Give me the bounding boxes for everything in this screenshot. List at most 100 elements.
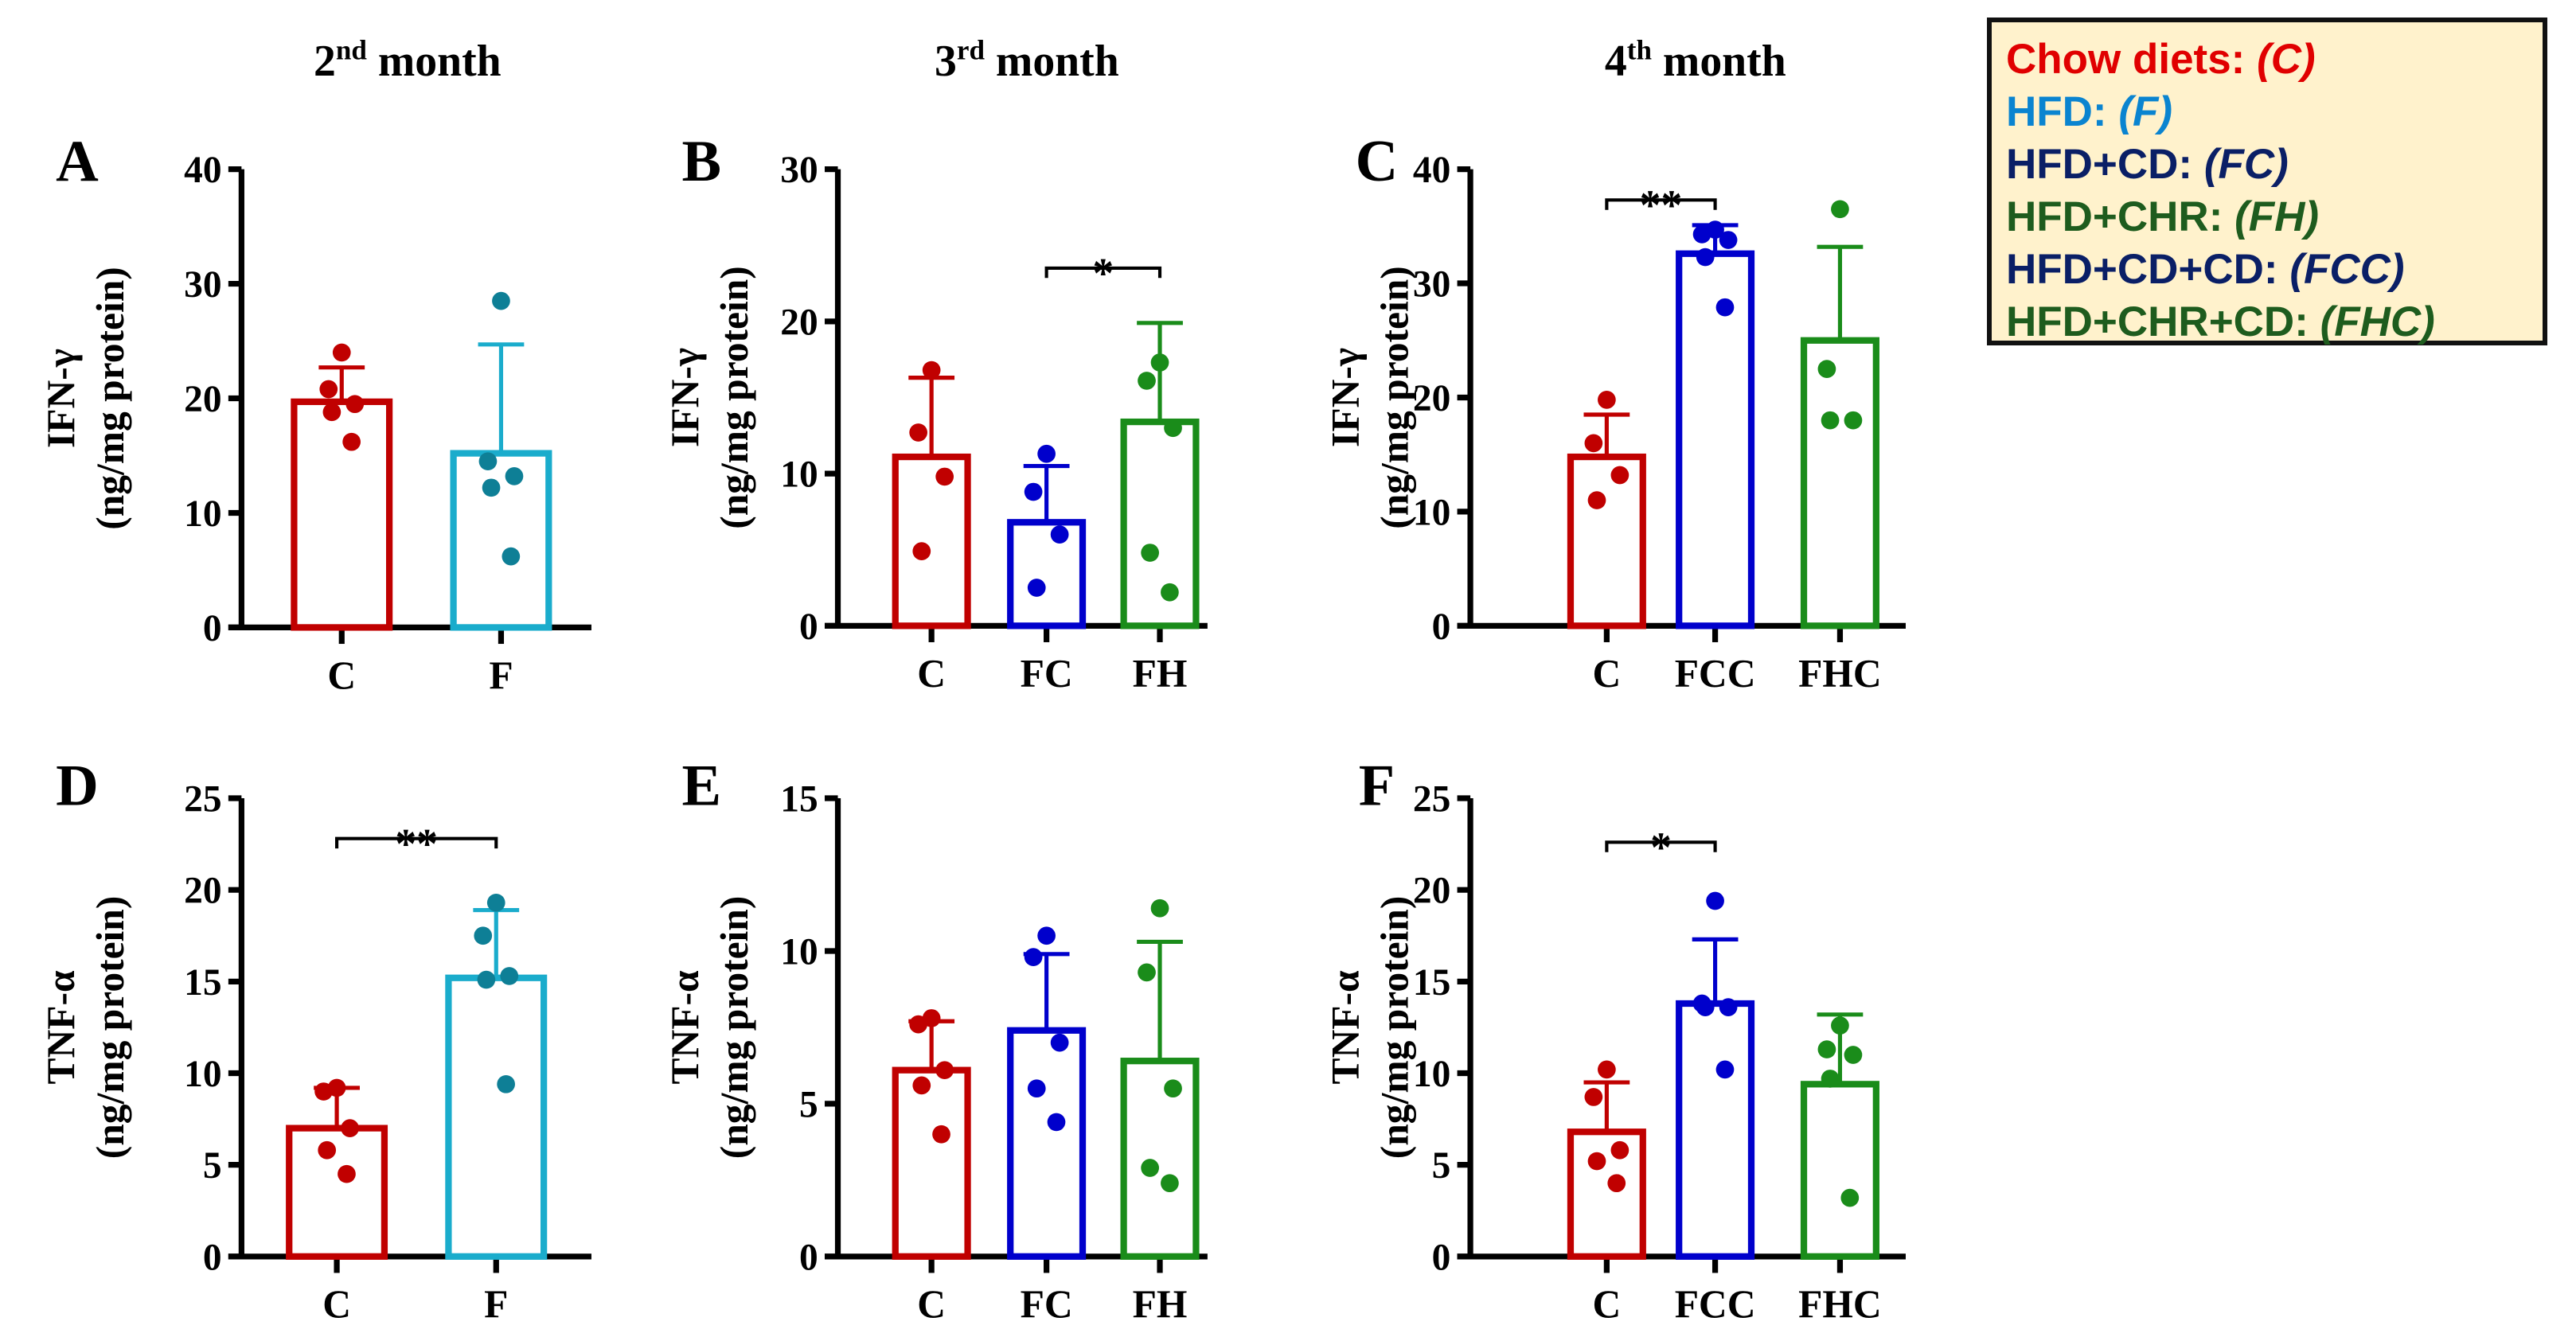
- data-point: [342, 432, 361, 451]
- y-tick-label: 20: [780, 302, 818, 343]
- data-point: [474, 926, 493, 945]
- significance-bracket: [1605, 840, 1717, 852]
- legend-item-c: Chow diets: (C): [2006, 36, 2316, 83]
- data-point: [1831, 200, 1849, 219]
- data-point: [1027, 1079, 1046, 1098]
- y-tick-label: 5: [1432, 1145, 1451, 1187]
- data-point: [338, 1164, 356, 1183]
- data-point: [341, 1119, 359, 1137]
- bar-c: [1567, 453, 1646, 630]
- legend-item-f: HFD: (F): [2006, 88, 2172, 135]
- bar-fh: [1120, 418, 1200, 630]
- data-point: [500, 967, 519, 985]
- data-point: [1598, 1060, 1616, 1079]
- data-point: [909, 423, 928, 442]
- panel-letter: F: [1359, 753, 1395, 818]
- data-point: [1821, 411, 1840, 430]
- panel-d: D TNF-α (ng/mg protein) 0 5 10 15 20 25 C F **: [39, 753, 591, 1326]
- data-point: [492, 291, 510, 310]
- bar-f: [445, 974, 548, 1260]
- significance-label: *: [1092, 250, 1114, 298]
- data-point: [1024, 948, 1043, 966]
- data-point: [1150, 353, 1169, 372]
- panel-letter: C: [1356, 129, 1399, 194]
- y-tick-label: 0: [1432, 606, 1451, 648]
- x-tick-label-c: C: [917, 652, 946, 696]
- data-point: [1047, 1113, 1066, 1132]
- y-tick-label: 30: [780, 150, 818, 191]
- x-tick-label-fh: FH: [1133, 1282, 1188, 1326]
- y-tick-label: 40: [184, 150, 221, 191]
- legend-item-fcc: HFD+CD+CD: (FCC): [2006, 246, 2405, 293]
- x-tick-label-fc: FC: [1021, 1282, 1073, 1326]
- panel-f: F TNF-α (ng/mg protein) 0 5 10 15 20 25 C FCC FHC *: [1324, 753, 1906, 1326]
- y-tick-label: 15: [184, 962, 221, 1004]
- panel-letter: D: [56, 753, 99, 818]
- y-tick-label: 30: [1413, 264, 1450, 306]
- data-point: [1584, 1088, 1603, 1106]
- y-axis-label: IFN-γ: [663, 348, 707, 447]
- data-point: [1692, 225, 1711, 244]
- data-point: [1607, 1174, 1626, 1193]
- x-tick-label-c: C: [327, 653, 356, 697]
- y-tick-label: 10: [184, 1054, 221, 1095]
- data-point: [1610, 1140, 1630, 1160]
- x-tick-label-c: C: [322, 1282, 351, 1326]
- y-tick-label: 25: [1413, 779, 1450, 821]
- data-point: [1024, 482, 1043, 501]
- data-point: [1719, 231, 1738, 249]
- y-tick-label: 10: [184, 493, 221, 535]
- data-point: [1696, 248, 1715, 267]
- data-point: [1821, 1070, 1840, 1088]
- data-point: [912, 1076, 931, 1095]
- y-tick-label: 15: [780, 779, 818, 821]
- data-point: [1141, 544, 1159, 562]
- data-point: [482, 478, 501, 497]
- data-point: [1844, 411, 1863, 430]
- data-point: [1164, 1079, 1182, 1098]
- data-point: [319, 380, 338, 399]
- data-point: [922, 361, 941, 380]
- y-tick-label: 15: [1413, 962, 1450, 1004]
- legend-item-fc: HFD+CD: (FC): [2006, 141, 2289, 188]
- bar-f: [450, 450, 552, 631]
- data-point: [314, 1082, 333, 1101]
- data-point: [497, 1074, 515, 1093]
- y-tick-label: 0: [203, 1237, 222, 1278]
- data-point: [1161, 1174, 1179, 1193]
- data-point: [912, 542, 931, 560]
- y-tick-label: 10: [1413, 492, 1450, 533]
- x-tick-label-fcc: FCC: [1675, 1282, 1756, 1326]
- y-tick-label: 0: [203, 608, 222, 649]
- data-point: [1840, 1188, 1860, 1207]
- y-tick-label: 25: [184, 779, 221, 821]
- y-axis-unit: (ng/mg protein): [1373, 896, 1417, 1160]
- data-point: [1598, 390, 1616, 409]
- data-point: [318, 1140, 337, 1160]
- y-axis-label: TNF-α: [1324, 970, 1368, 1085]
- data-point: [932, 1125, 950, 1144]
- y-tick-label: 10: [780, 454, 818, 496]
- data-point: [1050, 1033, 1069, 1052]
- data-point: [345, 395, 365, 414]
- y-tick-label: 20: [184, 379, 221, 420]
- bar-c: [286, 1125, 388, 1260]
- bar-fcc: [1676, 250, 1755, 630]
- data-point: [1050, 525, 1069, 544]
- bar-fcc: [1676, 1000, 1755, 1260]
- y-axis-unit: (ng/mg protein): [1373, 266, 1417, 529]
- data-point: [1037, 444, 1056, 463]
- y-tick-label: 0: [799, 606, 818, 648]
- panel-letter: E: [681, 753, 721, 818]
- legend-item-fhc: HFD+CHR+CD: (FHC): [2006, 298, 2435, 345]
- data-point: [1027, 579, 1046, 597]
- panel-letter: B: [681, 129, 721, 194]
- y-axis-unit: (ng/mg protein): [88, 896, 132, 1160]
- data-point: [1587, 491, 1606, 509]
- x-tick-label-f: F: [484, 1282, 508, 1326]
- panel-letter: A: [56, 129, 99, 194]
- data-point: [1141, 1159, 1159, 1177]
- data-point: [477, 970, 496, 989]
- bar-c: [892, 453, 971, 630]
- data-point: [1138, 963, 1156, 982]
